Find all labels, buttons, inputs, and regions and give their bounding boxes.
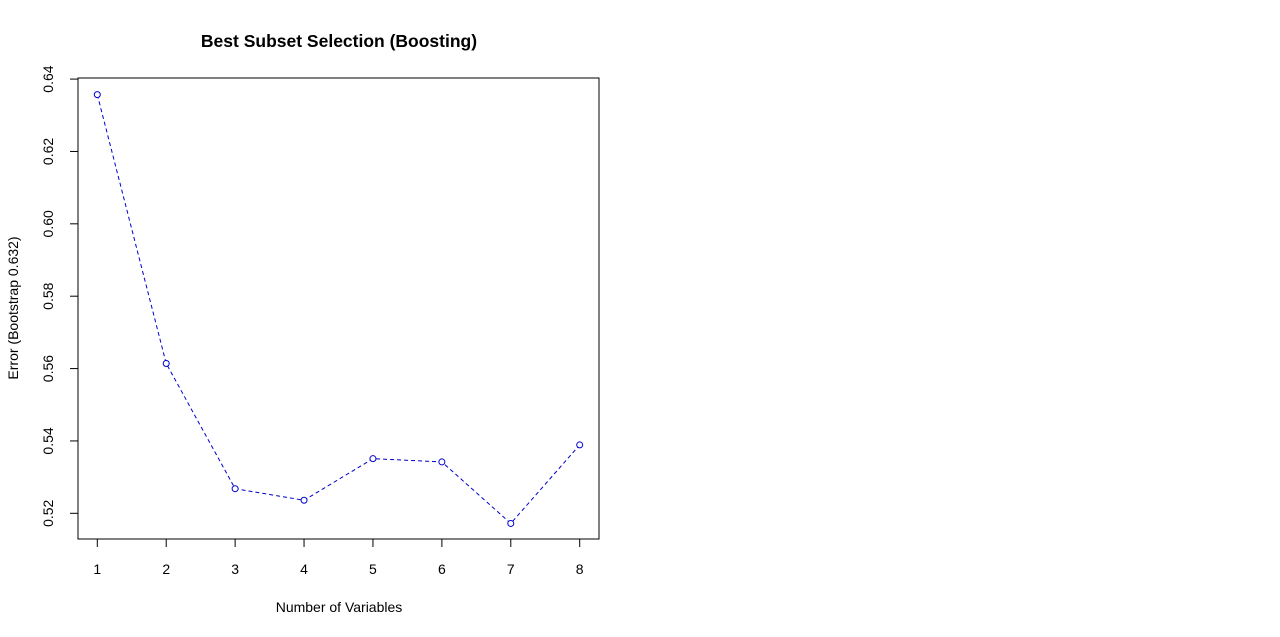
x-tick-label: 4: [300, 561, 308, 577]
y-tick-label: 0.54: [40, 427, 56, 454]
x-tick-label: 2: [162, 561, 170, 577]
data-point: [162, 360, 170, 368]
data-point: [231, 485, 239, 493]
y-tick-label: 0.56: [40, 355, 56, 382]
x-tick-label: 6: [438, 561, 446, 577]
data-point: [438, 458, 446, 466]
y-tick-label: 0.58: [40, 282, 56, 309]
x-tick-label: 7: [507, 561, 515, 577]
chart-title: Best Subset Selection (Boosting): [201, 31, 477, 51]
x-axis-label: Number of Variables: [276, 599, 403, 615]
data-point: [369, 455, 377, 463]
data-point: [576, 441, 584, 449]
series-line: [96, 94, 581, 525]
x-tick-label: 3: [231, 561, 239, 577]
data-point: [507, 519, 515, 527]
y-axis-label: Error (Bootstrap 0.632): [5, 236, 21, 379]
y-tick-label: 0.60: [40, 210, 56, 237]
plot-area-frame: [77, 77, 600, 540]
x-tick-label: 5: [369, 561, 377, 577]
data-point: [300, 496, 308, 504]
y-axis: 0.52 0.54 0.56 0.58 0.60 0.62 0.64: [40, 65, 79, 527]
x-axis: 1 2 3 4 5 6 7 8: [93, 538, 584, 577]
x-tick-label: 1: [93, 561, 101, 577]
x-tick-label: 8: [576, 561, 584, 577]
y-tick-label: 0.62: [40, 138, 56, 165]
series-layer: [93, 91, 584, 527]
y-tick-label: 0.64: [40, 65, 56, 92]
data-point: [93, 91, 101, 99]
y-tick-label: 0.52: [40, 499, 56, 526]
